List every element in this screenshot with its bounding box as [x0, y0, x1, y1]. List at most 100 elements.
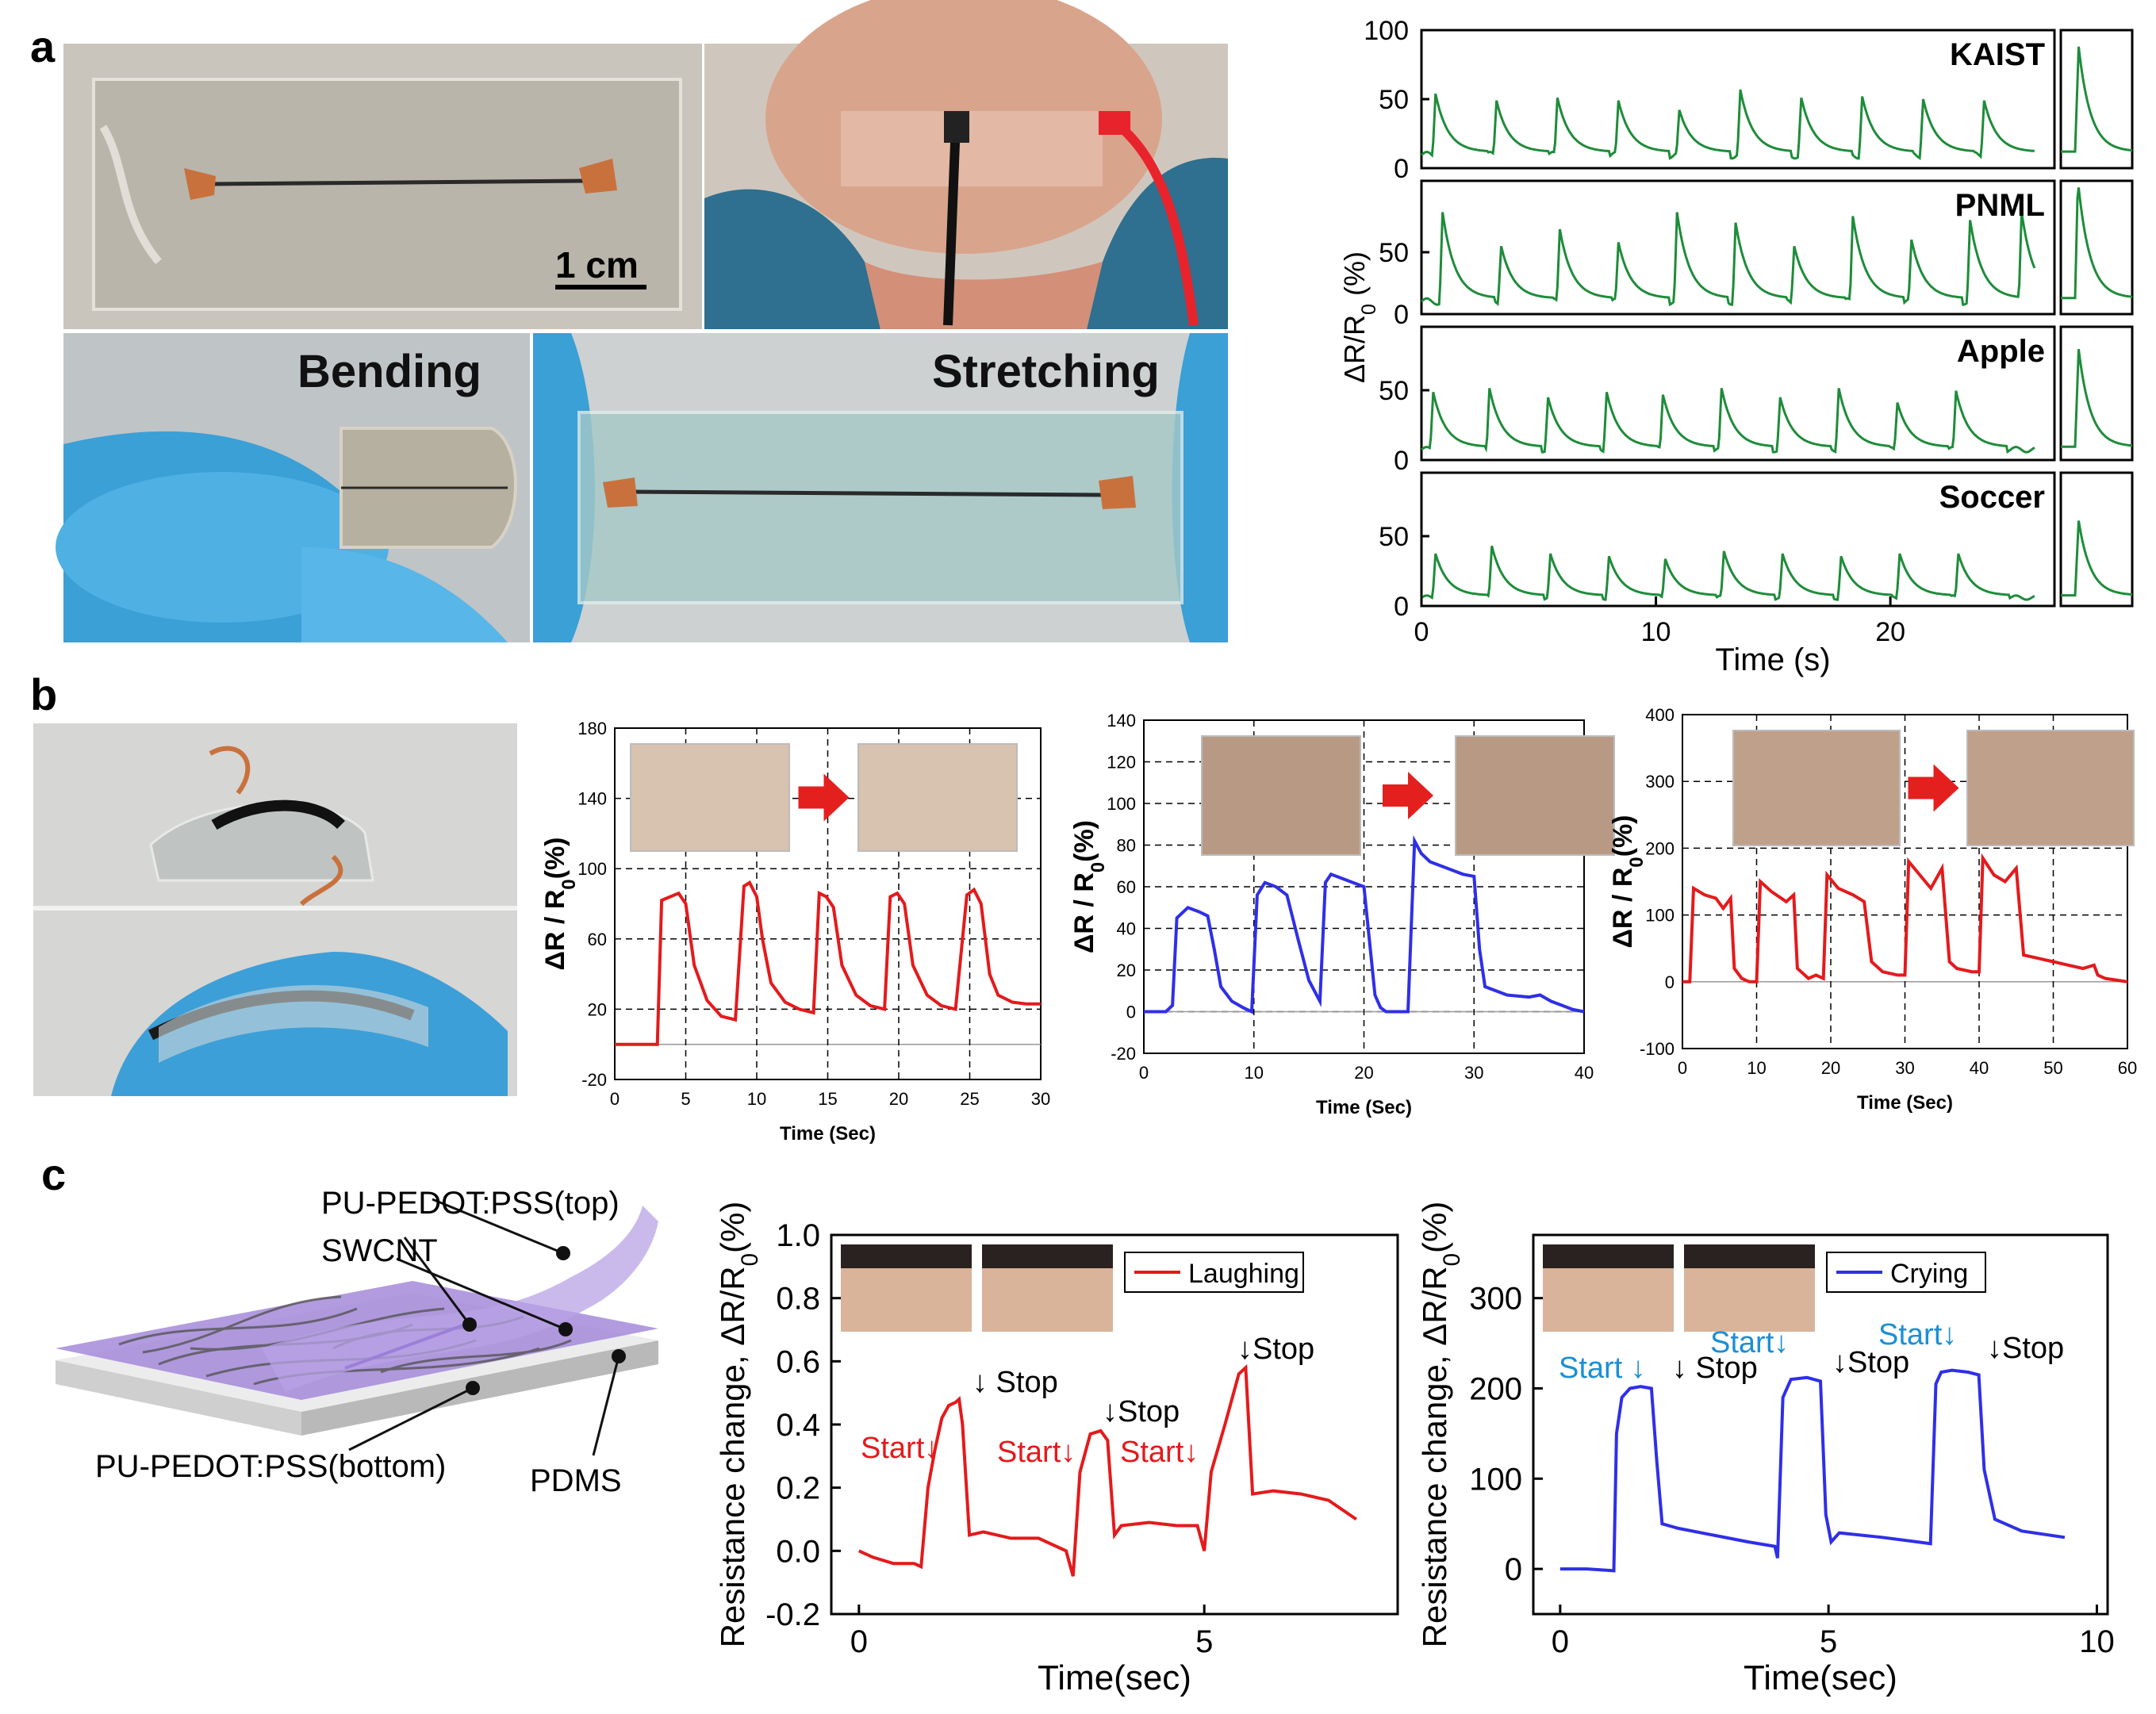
x-tick-label: 0 [1552, 1624, 1569, 1659]
y-tick-label: 100 [577, 859, 607, 879]
y-axis-label-sub: 0 [1439, 1253, 1465, 1266]
x-tick-label: 20 [1875, 617, 1905, 647]
y-axis-label: Resistance change, ΔR/R0(%) [1416, 1202, 1465, 1648]
x-tick-label: 60 [2118, 1058, 2137, 1078]
x-tick-label: 20 [1354, 1063, 1373, 1083]
y-tick-label: 50 [1379, 238, 1409, 268]
y-axis-label-main: ΔR/R [1338, 315, 1371, 383]
x-tick-label: 30 [1895, 1058, 1914, 1078]
label-bottom-layer: PU-PEDOT:PSS(bottom) [95, 1449, 446, 1484]
arrow-icon [1908, 764, 1959, 812]
hair-shape [1543, 1244, 1674, 1268]
arrow-icon [798, 773, 850, 822]
y-tick-label: 0.0 [776, 1534, 820, 1569]
inset-frame [2059, 325, 2134, 462]
x-tick-label: 10 [1747, 1058, 1766, 1078]
panel-label-b: b [30, 669, 57, 719]
x-axis-label: Time (s) [1715, 642, 1830, 677]
label-top-layer: PU-PEDOT:PSS(top) [321, 1186, 620, 1221]
y-tick-label: 0.4 [776, 1408, 820, 1443]
y-axis-label: ΔR / R0(%) [1069, 820, 1109, 953]
stop-annotation: ↓Stop [1237, 1332, 1314, 1366]
y-tick-label: 0 [1394, 446, 1409, 476]
inset-photo-before [630, 743, 790, 852]
y-axis-label-sub: 0 [1358, 304, 1380, 315]
inset-series-line [2061, 349, 2133, 448]
series-line [1144, 834, 1585, 1014]
arrow-icon [1383, 772, 1433, 819]
series-line [1682, 853, 2128, 984]
x-axis-label: Time (Sec) [1316, 1097, 1412, 1118]
y-axis-label-sub: 0 [737, 1253, 763, 1266]
x-tick-label: 40 [1575, 1063, 1594, 1083]
y-tick-label: 200 [1645, 838, 1675, 858]
layer-diagram: SWCNT PU-PEDOT:PSS(top) PU-PEDOT:PSS(bot… [56, 1186, 658, 1498]
y-tick-label: 100 [1469, 1462, 1522, 1497]
legend-label: Laughing [1188, 1259, 1299, 1289]
x-tick-label: 10 [2079, 1624, 2115, 1659]
x-tick-label: 10 [1245, 1063, 1264, 1083]
x-tick-label: 0 [1139, 1063, 1149, 1083]
x-tick-label: 15 [818, 1089, 837, 1109]
y-axis-label: Resistance change, ΔR/R0(%) [714, 1202, 763, 1648]
hair-shape [841, 1244, 972, 1268]
x-axis-label: Time (Sec) [780, 1123, 876, 1145]
inset-photo-after [1455, 735, 1615, 856]
y-tick-label: 50 [1379, 85, 1409, 115]
series-line [1559, 1368, 2066, 1573]
x-axis-label: Time(sec) [1744, 1658, 1897, 1697]
hair-shape [1684, 1244, 1815, 1268]
stretching-label: Stretching [932, 346, 1160, 397]
y-axis-label-unit: (%) [540, 837, 570, 879]
y-tick-label: 200 [1469, 1371, 1522, 1406]
y-tick-label: 100 [1364, 16, 1409, 46]
y-axis-label-main: ΔR / R [1069, 872, 1099, 953]
start-annotation: Start↓ [997, 1436, 1076, 1469]
y-tick-label: -0.2 [765, 1597, 820, 1632]
x-tick-label: 20 [889, 1089, 908, 1109]
y-tick-label: 20 [588, 999, 607, 1019]
x-tick-label: 40 [1970, 1058, 1989, 1078]
x-tick-label: 0 [1678, 1058, 1687, 1078]
inset-series-line [2061, 187, 2133, 300]
start-annotation: Start ↓ [1559, 1352, 1646, 1385]
series-line [1420, 89, 2035, 160]
subplot-frame [1420, 179, 2056, 316]
x-tick-label: 0 [610, 1089, 620, 1109]
y-tick-label: 0 [1505, 1552, 1522, 1587]
x-tick-label: 10 [1641, 617, 1671, 647]
chart-c-laughing: -0.2 0.0 0.2 0.4 0.6 0.8 1.0 0 5 Laughing Start↓ St… [714, 1202, 1399, 1697]
y-tick-label: 0 [1394, 154, 1409, 184]
stop-annotation: ↓ Stop [1672, 1352, 1758, 1385]
y-tick-label: 80 [1117, 836, 1136, 856]
y-tick-label: 0.8 [776, 1282, 820, 1317]
photo-sensor-neck [704, 0, 1228, 329]
y-tick-label: 0 [1394, 300, 1409, 330]
y-axis-label-sub: 0 [1088, 862, 1109, 872]
series-line [1420, 212, 2036, 307]
inset-photo-after [1966, 730, 2135, 846]
series-label: KAIST [1950, 37, 2045, 72]
x-tick-label: 10 [747, 1089, 766, 1109]
y-tick-label: 50 [1379, 522, 1409, 552]
y-tick-label: -20 [581, 1070, 607, 1090]
y-tick-label: 120 [1107, 753, 1136, 773]
y-axis-label: ΔR / R0(%) [1608, 815, 1648, 948]
stop-annotation: ↓ Stop [973, 1366, 1058, 1399]
y-tick-label: 140 [577, 789, 607, 809]
photo-stretching: Stretching [533, 333, 1228, 642]
inset-photo-before [1732, 730, 1901, 846]
stop-annotation: ↓Stop [1987, 1332, 2064, 1365]
y-axis-label-main: ΔR / R [540, 890, 570, 971]
series-label: Apple [1957, 334, 2045, 369]
start-annotation: Start↓ [1878, 1318, 1957, 1352]
inset-series-line [2061, 46, 2133, 153]
plot-frame [1532, 1233, 2109, 1616]
series-label: PNML [1955, 188, 2045, 223]
x-tick-label: 30 [1464, 1063, 1483, 1083]
y-axis-label-unit: (%) [1069, 820, 1099, 862]
x-tick-label: 5 [1820, 1624, 1837, 1659]
y-tick-label: -100 [1640, 1039, 1675, 1059]
